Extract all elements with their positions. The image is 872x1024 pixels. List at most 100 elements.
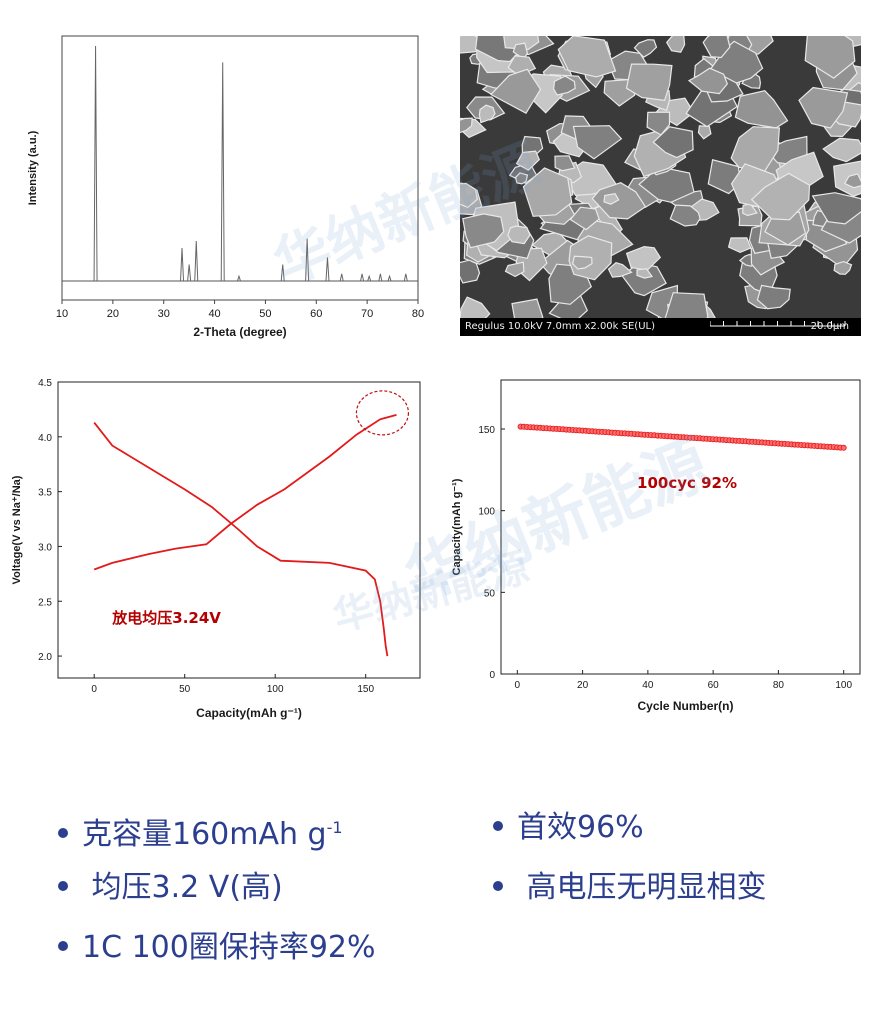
sem-particle xyxy=(646,111,671,136)
sem-particle xyxy=(522,167,573,217)
sem-caption-bar: Regulus 10.0kV 7.0mm x2.00k SE(UL) 20.0μ… xyxy=(460,318,861,336)
xrd-peak xyxy=(367,274,372,282)
sem-particle xyxy=(727,237,752,254)
y-tick-label: 50 xyxy=(484,588,496,599)
feature-efficiency: 首效96% xyxy=(493,810,644,846)
y-tick-label: 4.5 xyxy=(38,378,52,389)
y-tick-label: 4.0 xyxy=(38,433,52,444)
sem-particle xyxy=(669,204,701,227)
plot-frame xyxy=(61,35,419,301)
sem-particle xyxy=(833,260,853,275)
x-tick-label: 80 xyxy=(412,308,424,320)
sem-particle xyxy=(515,150,541,171)
sem-particle xyxy=(514,172,529,185)
plot-frame xyxy=(57,381,421,679)
bullet-dot xyxy=(58,827,68,838)
sem-particle xyxy=(750,172,811,221)
highlight-circle xyxy=(355,390,410,436)
y-tick-label: 150 xyxy=(478,425,495,436)
y-axis-label: Capacity(mAh g⁻¹) xyxy=(451,478,463,575)
x-tick-label: 30 xyxy=(158,308,170,320)
sem-image: Regulus 10.0kV 7.0mm x2.00k SE(UL) 20.0μ… xyxy=(460,36,861,336)
cycle-chart: 0 20 40 60 80 100 0 50 100 150 Cycle Number(n) Capa… xyxy=(451,379,861,713)
sem-particle xyxy=(554,155,576,172)
xrd-peak xyxy=(325,257,330,281)
x-axis-label: Cycle Number(n) xyxy=(637,699,733,713)
x-tick-label: 80 xyxy=(773,680,785,691)
xrd-peak xyxy=(360,273,365,282)
xrd-peak xyxy=(339,273,344,282)
feature-capacity: 克容量160mAh g-1 xyxy=(58,810,343,853)
y-axis-label: Voltage(V vs Na⁺/Na) xyxy=(11,475,23,584)
xrd-peak xyxy=(305,238,310,281)
y-tick-label: 3.0 xyxy=(38,542,52,553)
xrd-peak xyxy=(387,274,392,282)
x-tick-label: 60 xyxy=(708,680,720,691)
x-tick-label: 10 xyxy=(56,308,68,320)
sem-particle xyxy=(665,36,686,53)
xrd-peak xyxy=(187,264,192,281)
sem-particle xyxy=(652,126,694,159)
bullet-dot xyxy=(58,880,68,891)
x-axis-label: Capacity(mAh g⁻¹) xyxy=(196,706,302,720)
x-tick-label: 100 xyxy=(267,684,284,695)
bullet-dot xyxy=(58,940,68,951)
sem-particle xyxy=(569,206,600,231)
sem-particle xyxy=(511,298,544,318)
y-tick-label: 2.0 xyxy=(38,652,52,663)
sem-particle xyxy=(697,125,712,140)
sem-particle xyxy=(811,192,861,225)
feature-avg-voltage: 均压3.2 V(高) xyxy=(58,870,283,906)
sem-particle xyxy=(462,213,505,249)
sem-particle xyxy=(764,211,807,246)
sem-particle xyxy=(504,261,525,278)
sem-particle xyxy=(490,68,542,114)
xrd-peak xyxy=(280,264,285,281)
sem-caption-left: Regulus 10.0kV 7.0mm x2.00k SE(UL) xyxy=(465,321,655,332)
sem-particle xyxy=(822,137,861,163)
xrd-peak xyxy=(180,248,185,281)
discharge-curve xyxy=(93,422,389,657)
sem-particle xyxy=(503,36,540,51)
sem-particle xyxy=(798,86,849,129)
x-axis-label: 2-Theta (degree) xyxy=(193,325,286,339)
voltage-annotation: 放电均压3.24V xyxy=(111,609,221,627)
x-tick-label: 0 xyxy=(515,680,521,691)
bullet-dot xyxy=(493,820,503,831)
feature-no-phase-change: 高电压无明显相变 xyxy=(493,870,767,906)
sem-particle xyxy=(687,67,728,95)
bullet-dot xyxy=(493,880,503,891)
sem-particle xyxy=(552,75,576,96)
sem-particle xyxy=(591,182,647,220)
sem-particle xyxy=(557,36,617,78)
sem-particle xyxy=(607,262,633,278)
xrd-peak xyxy=(194,240,199,281)
sem-particle xyxy=(603,193,620,205)
sem-particle xyxy=(638,166,695,203)
y-tick-label: 0 xyxy=(489,670,495,681)
sem-particle xyxy=(460,296,491,318)
xrd-chart: 10 20 30 40 50 60 70 80 2-Theta (degree) Intensit… xyxy=(27,35,424,339)
cycle-point xyxy=(840,444,847,451)
sem-particle xyxy=(460,182,478,209)
x-tick-label: 50 xyxy=(259,308,271,320)
feature-retention: 1C 100圈保持率92% xyxy=(58,930,376,966)
sem-particle xyxy=(664,292,709,318)
sem-particle xyxy=(756,284,791,310)
xrd-peak xyxy=(403,273,408,282)
plot-frame xyxy=(500,379,861,675)
sem-particle xyxy=(804,36,856,79)
sem-particle xyxy=(548,294,589,318)
sem-particle xyxy=(571,255,593,270)
sem-particle xyxy=(460,259,481,284)
x-tick-label: 40 xyxy=(208,308,220,320)
y-tick-label: 100 xyxy=(478,507,495,518)
charge-curve xyxy=(93,414,397,571)
xrd-peak xyxy=(93,45,98,281)
x-tick-label: 50 xyxy=(179,684,191,695)
sem-particle xyxy=(460,117,473,134)
sem-particle xyxy=(625,63,673,102)
sem-particle xyxy=(636,268,654,279)
xrd-peak xyxy=(220,62,225,281)
